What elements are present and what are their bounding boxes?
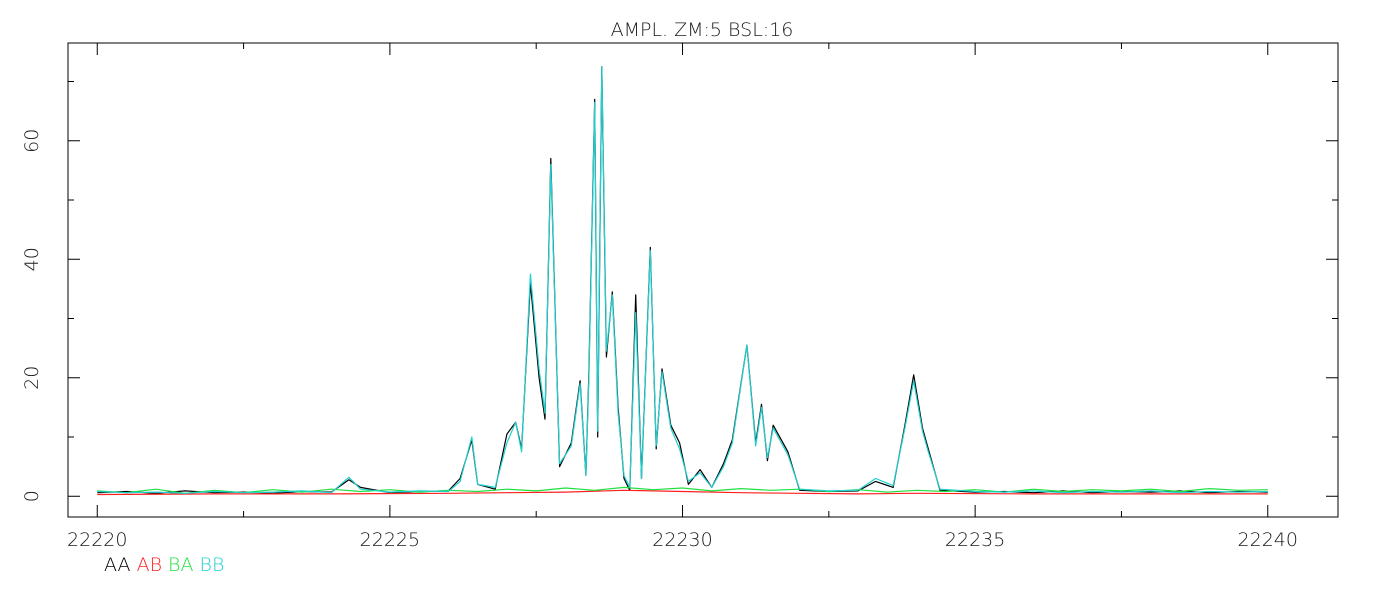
x-tick-label: 22225 xyxy=(360,529,420,551)
legend-item-ab: AB xyxy=(131,554,162,576)
y-tick-label: 40 xyxy=(21,247,43,271)
x-tick-label: 22235 xyxy=(945,529,1005,551)
y-tick-label: 20 xyxy=(21,366,43,390)
y-tick-label: 0 xyxy=(21,490,43,502)
chart-title: AMPL. ZM:5 BSL:16 xyxy=(611,19,794,41)
x-tick-label: 22230 xyxy=(652,529,712,551)
y-tick-label: 60 xyxy=(21,129,43,153)
legend: AA AB BA BB xyxy=(104,554,224,576)
legend-text: AA AB BA BB xyxy=(104,554,224,576)
x-tick-label: 22240 xyxy=(1238,529,1298,551)
series-line-ab xyxy=(97,489,1268,496)
legend-item-aa: AA xyxy=(104,554,131,576)
series-line-bb xyxy=(97,66,1268,494)
legend-item-bb: BB xyxy=(194,554,225,576)
axis-layer: 22220 22225 22230 22235 22240 0 20 40 60 xyxy=(21,43,1338,551)
x-tick-label: 22220 xyxy=(67,529,127,551)
legend-item-ba: BA xyxy=(162,554,193,576)
plot-frame xyxy=(67,42,1339,518)
series-layer xyxy=(97,66,1268,496)
